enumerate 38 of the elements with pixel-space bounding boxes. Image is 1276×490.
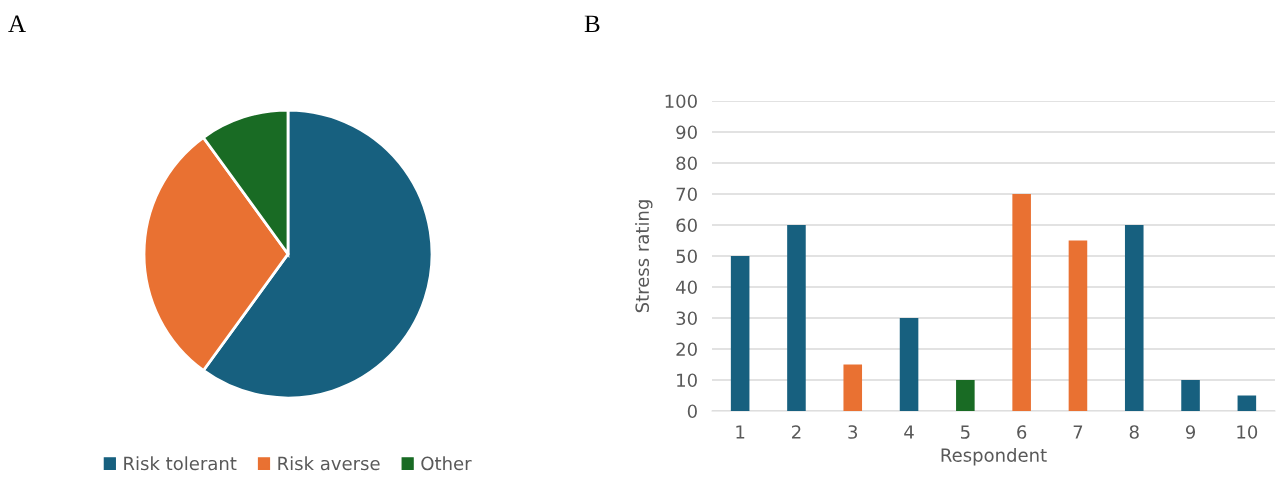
y-tick-label: 60 [676,218,697,233]
x-tick-label: 4 [904,425,914,439]
x-tick-label: 1 [736,425,745,439]
y-tick-label: 100 [665,94,697,109]
x-tick-label: 5 [961,425,970,439]
x-tick-label: 7 [1073,425,1083,439]
x-axis-title: Respondent [941,447,1047,466]
bar [956,380,975,411]
text: B [584,15,600,33]
bar [1068,240,1088,411]
x-tick-label: 9 [1185,425,1196,439]
x-tick-label: 8 [1129,425,1139,439]
bar [787,225,806,411]
x-tick-label: 10 [1237,425,1258,439]
bar [1237,395,1257,411]
y-tick-label: 20 [676,342,697,357]
bar [843,364,863,411]
y-tick-label: 80 [676,156,697,171]
y-tick-label: 0 [687,404,697,419]
bar [1181,380,1200,411]
y-tick-label: 90 [676,125,697,140]
x-tick-label: 2 [792,425,801,439]
bar [1012,194,1031,411]
bar [1124,225,1144,411]
legend-label: Risk tolerant [124,456,237,471]
x-tick-label: 6 [1017,425,1027,439]
y-tick-label: 70 [676,187,697,202]
y-tick-label: 10 [677,373,697,388]
legend-label: Other [421,456,472,471]
y-tick-label: 30 [676,311,697,326]
text: A [8,15,26,32]
y-tick-label: 50 [676,249,697,264]
legend-label: Risk averse [278,456,380,471]
y-tick-label: 40 [676,280,697,295]
bar [730,256,750,411]
x-tick-label: 3 [848,425,858,439]
y-axis-title: Stress rating [635,200,653,313]
bar [899,318,919,411]
